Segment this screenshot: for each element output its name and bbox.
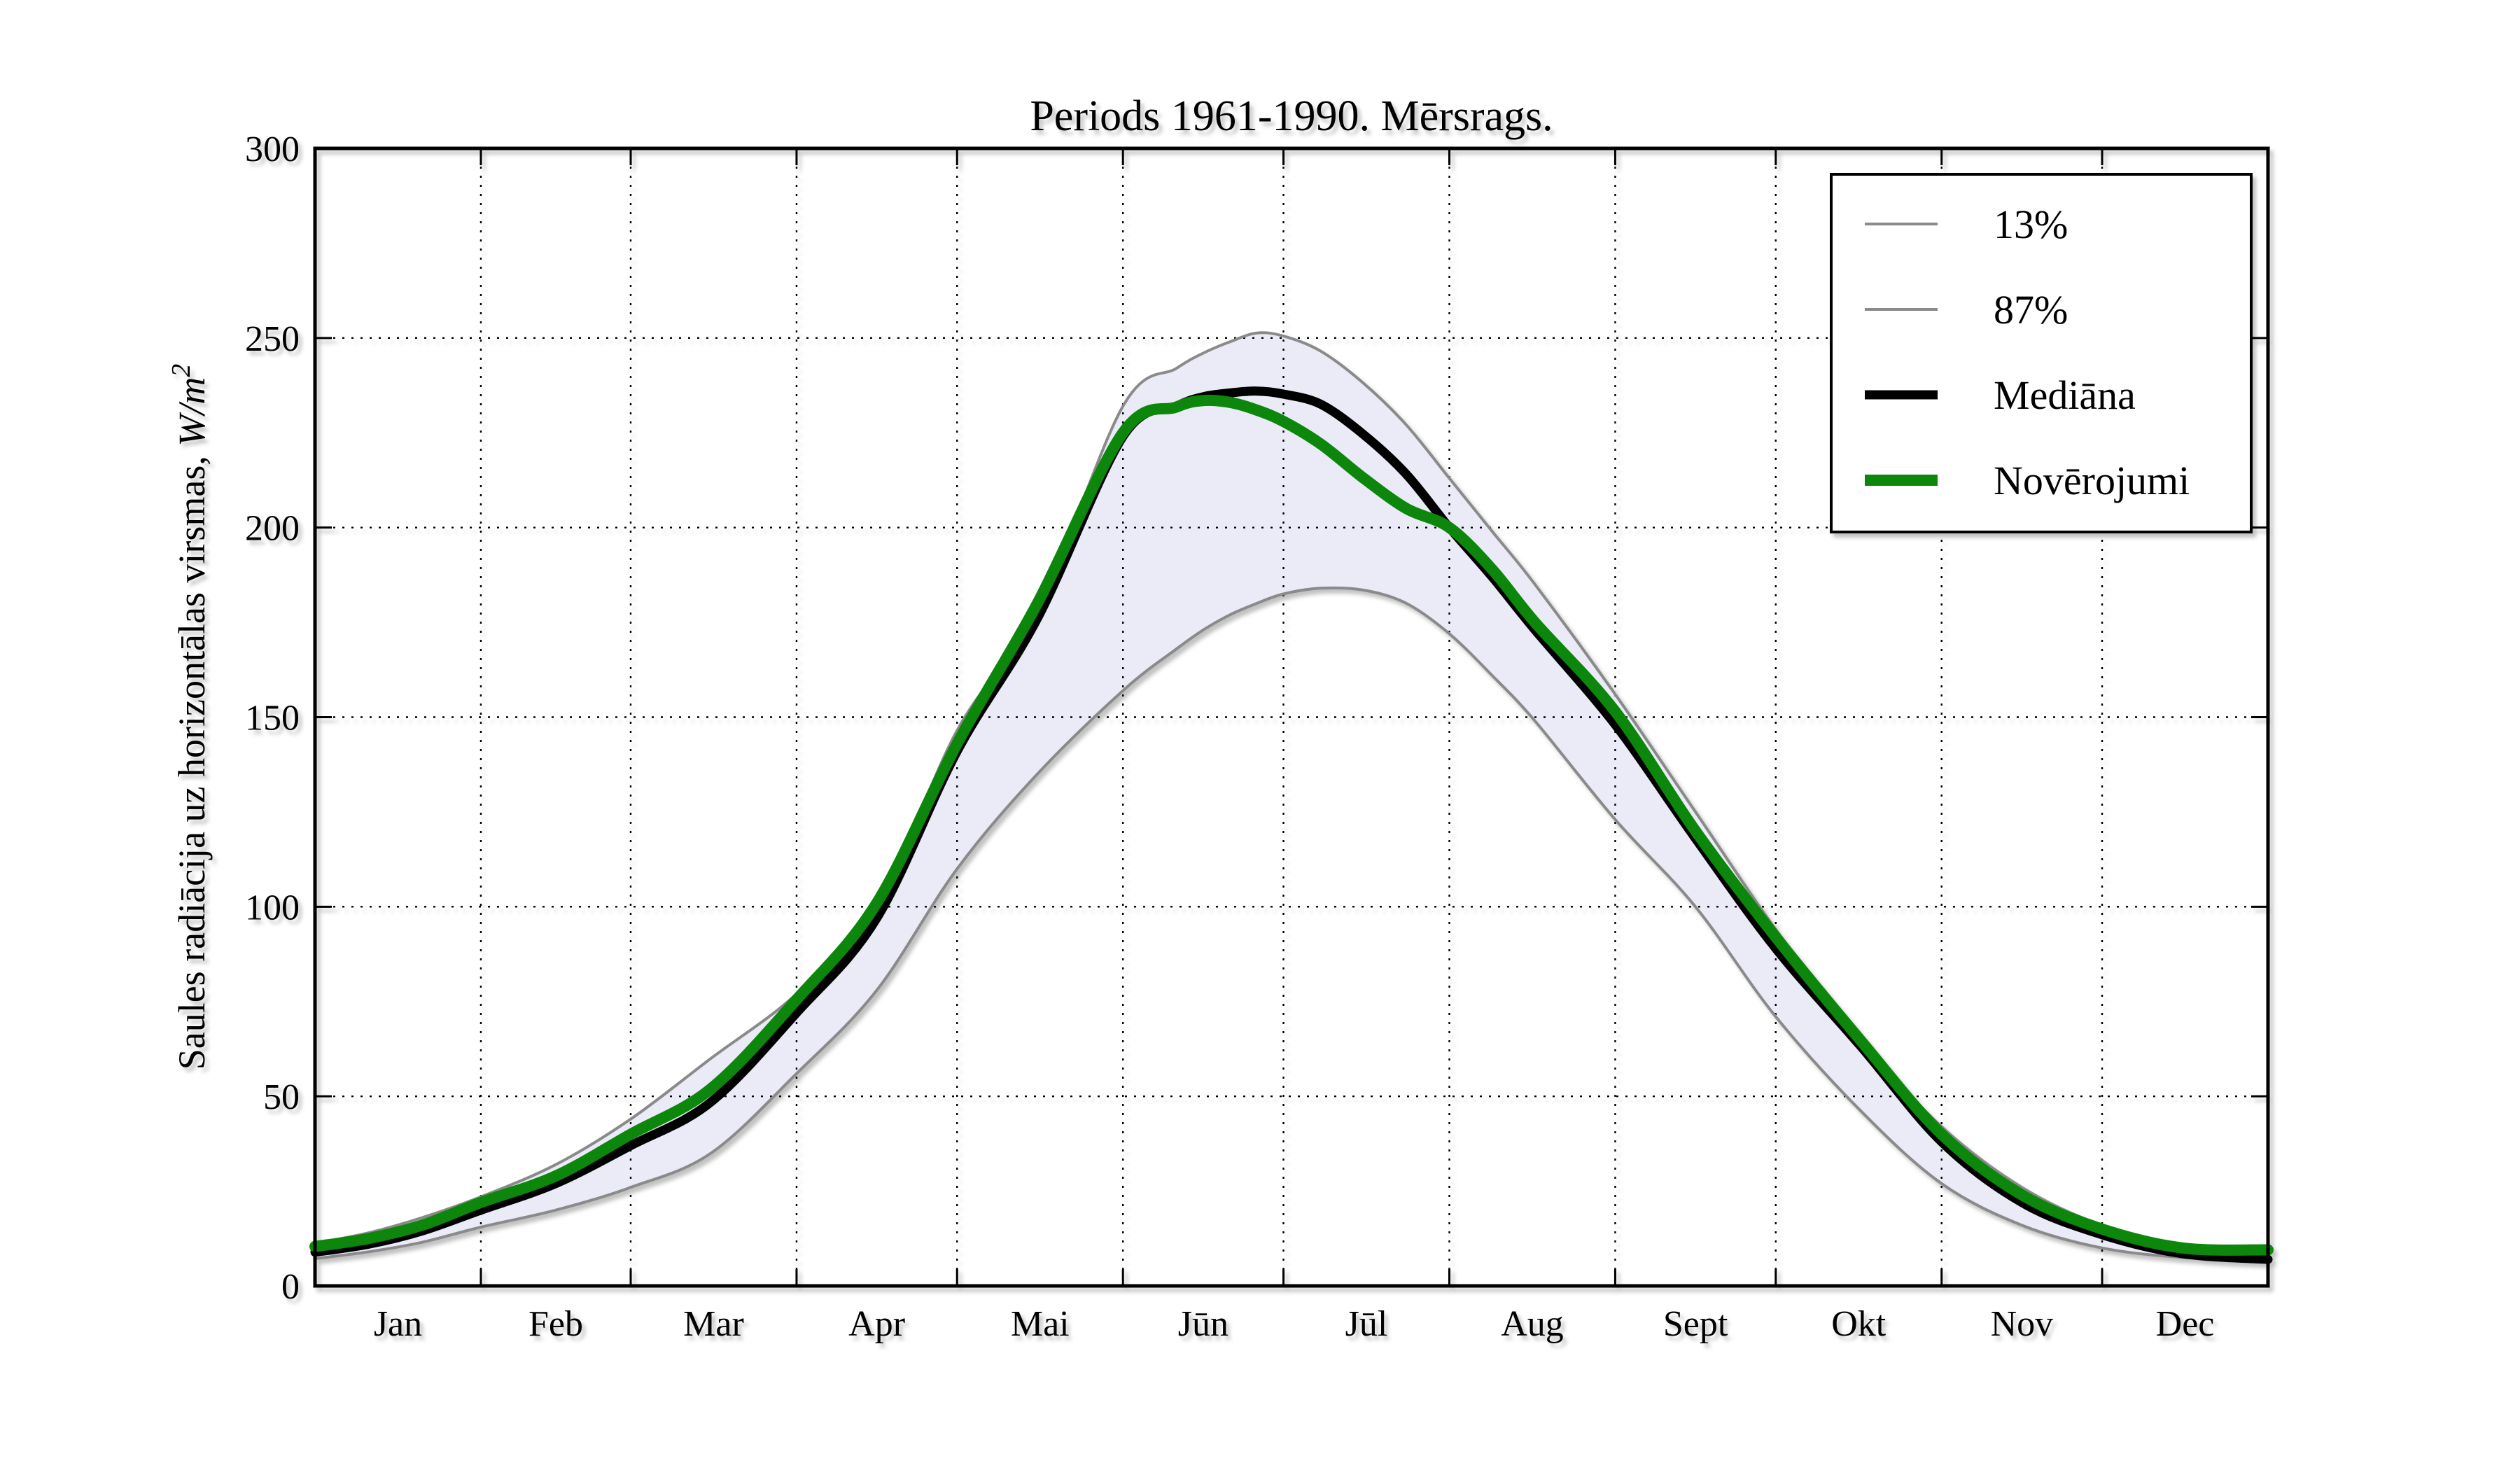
y-tick-label-300: 300 [245,130,300,169]
x-tick-label-sept: Sept [1663,1304,1728,1344]
x-tick-label-jan: Jan [374,1304,422,1344]
gridlines [315,148,2268,1286]
x-tick-label-dec: Dec [2156,1304,2215,1344]
y-tick-label-0: 0 [281,1267,300,1307]
series-lines [309,331,2274,1264]
series-lower-percentile [314,586,2269,1263]
y-tick-labels: 0 50 100 150 200 250 300 [245,130,300,1307]
y-tick-label-50: 50 [263,1077,300,1117]
y-tick-label-100: 100 [245,888,300,927]
x-tick-label-okt: Okt [1831,1304,1886,1344]
y-tick-label-150: 150 [245,699,300,738]
x-tick-label-nov: Nov [1991,1304,2054,1344]
legend-label-2: 87% [1994,287,2068,332]
legend-label-3: Mediāna [1994,372,2136,418]
chart-title: Periods 1961-1990. Mērsrags. [1030,92,1553,140]
x-tick-label-aug: Aug [1501,1304,1564,1344]
x-tick-label-mar: Mar [683,1304,744,1344]
x-tick-label-apr: Apr [848,1304,905,1344]
legend: 13% 87% Mediāna Novērojumi [1830,173,2253,533]
percentile-band [315,332,2268,1261]
x-tick-label-mai: Mai [1011,1304,1070,1344]
y-tick-label-250: 250 [245,319,300,359]
y-tick-label-200: 200 [245,509,300,549]
y-axis-label: Saules radiācija uz horizontālas virsmas… [167,364,213,1070]
series-observations [309,394,2274,1256]
x-tick-label-jūl: Jūl [1345,1304,1388,1344]
x-tick-label-jūn: Jūn [1178,1304,1228,1344]
x-tick-labels: Jan Feb Mar Apr Mai Jūn Jūl Aug Sept Okt Nov Dec [374,1304,2215,1344]
x-tick-label-feb: Feb [528,1304,583,1344]
legend-label-1: 13% [1994,202,2068,247]
band-13-87 [315,332,2268,1261]
axis-ticks [315,147,2268,1287]
legend-label-4: Novērojumi [1994,458,2190,503]
legend-box [1830,173,2253,533]
